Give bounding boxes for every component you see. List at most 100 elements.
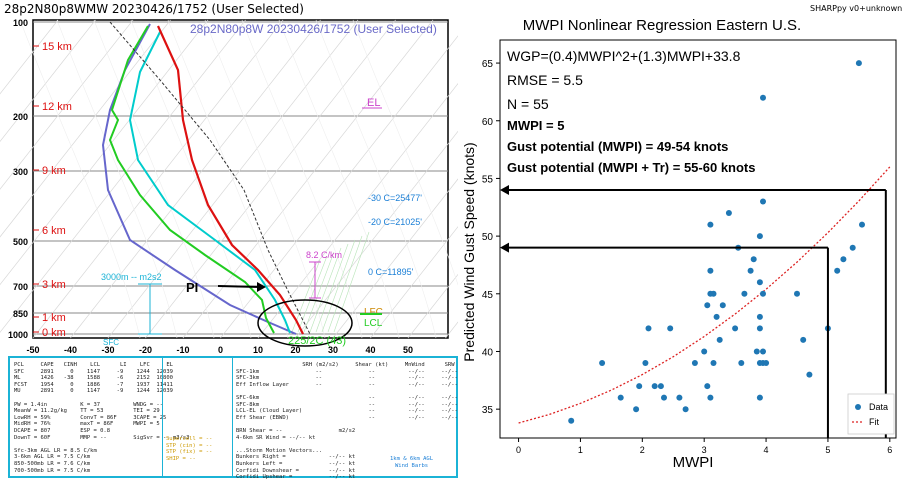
pi-arrow-head [257,282,266,292]
data-point [756,325,763,332]
data-point [840,256,847,263]
y-tick-label: 40 [482,347,494,358]
skewt-title: 28p2N80p8WMW 20230426/1752 (User Selecte… [4,2,304,16]
data-point [750,256,757,263]
data-point [719,302,726,309]
legend-data-marker [855,404,861,410]
y-tick-label: 65 [482,59,494,70]
data-point [710,360,717,366]
dry-adiabat [278,19,400,339]
temp-label: -50 [26,345,39,355]
pressure-label: 100 [13,18,28,28]
hodograph-label: 225/2C (43) [288,335,346,347]
data-point [661,394,667,401]
y-tick-label: 60 [482,117,494,128]
thermo-parameters: PCL CAPE CINH LCL LI LFC EL SFC 2891 0 1… [14,362,190,474]
data-point [704,302,711,309]
wind-barbs-note: 1km & 6km AGL Wind Barbs [390,456,434,469]
data-point [707,267,714,274]
data-point [691,360,698,366]
temp-label: 40 [365,345,375,355]
data-point [834,267,841,274]
legend-box [847,393,895,435]
temp-label: 30 [328,345,338,355]
isotherm-line [370,226,458,339]
data-point [701,348,708,355]
data-point [859,221,865,228]
data-point [738,360,745,366]
dewpoint-profile [108,25,275,334]
data-point [806,371,813,378]
kinematic-parameters: SRH (m2/s2) Shear (kt) MnWind SRW SFC-1k… [236,362,458,481]
regression-rmse: RMSE = 5.5 [507,72,583,88]
regression-xlabel: MWPI [673,454,714,471]
isotherm-line [0,19,209,286]
regression-legend: Data Fit [847,393,895,435]
isotherm-line [407,273,458,339]
data-point [747,267,754,274]
data-point [636,383,643,390]
regression-ylabel: Predicted Wind Gust Speed (knots) [462,142,477,361]
mixing-line [321,239,356,333]
temp-label: -20 [139,345,152,355]
data-point [756,394,763,401]
temp-label: -30 [101,345,114,355]
x-tick-label: 5 [825,445,830,455]
data-point [716,336,723,343]
data-point [800,336,807,343]
data-point [732,325,739,332]
mixing-line [327,235,363,333]
data-point [713,313,720,320]
x-tick-label: 3 [702,445,707,455]
gust-potential-mwpi: Gust potential (MWPI) = 49-54 knots [507,139,729,154]
dry-adiabat [56,19,178,339]
regression-axes [499,39,897,439]
regression-chart: MWPI Nonlinear Regression Eastern U.S. P… [462,17,897,471]
lapse-rate-label: 8.2 C/km [306,250,342,260]
regression-title: MWPI Nonlinear Regression Eastern U.S. [523,17,801,34]
mixing-line [303,251,335,333]
data-point [707,221,714,228]
data-point [667,325,674,332]
skewt-overlay-title: 28p2N80p8W 20230426/1752 (User Selected) [190,22,437,36]
threshold-arrows [500,184,887,438]
hgz-label: 0 C=11895' [368,267,414,277]
data-point [760,198,766,205]
isotherm-line [0,19,246,333]
data-point [657,383,664,390]
pressure-label: 500 [13,237,28,247]
data-point [760,290,766,297]
height-label: 0 km [42,327,66,339]
data-point [753,348,760,355]
temp-label: 20 [290,345,300,355]
pressure-label: 850 [13,309,28,319]
sharppy-version: SHARPpy v0+unknown [810,4,903,13]
x-tick-label: 0 [516,445,521,455]
regression-annotations: WGP=(0.4)MWPI^2+(1.3)MWPI+33.8 RMSE = 5.… [507,44,740,116]
pressure-label: 1000 [8,330,28,340]
data-point [642,360,649,366]
data-point [794,290,800,297]
data-point [763,360,770,366]
highlight-ellipse [257,299,353,347]
mixing-line [333,231,370,333]
temp-label: 50 [403,345,413,355]
y-tick-label: 45 [482,290,494,301]
temp-label: -10 [176,345,189,355]
pressure-label: 700 [13,282,28,292]
isotherm-line [0,19,171,238]
x-tick-label: 6 [887,445,892,455]
isotherm-line [0,19,96,143]
data-point [849,244,856,251]
data-point [710,290,717,297]
data-point [756,279,763,286]
isotherm-line [32,19,284,339]
lfc-label: LFC [364,307,383,318]
data-point [760,348,766,355]
mwpi-value: MWPI = 5 [507,118,565,133]
data-point [704,383,711,390]
data-points [568,60,865,424]
